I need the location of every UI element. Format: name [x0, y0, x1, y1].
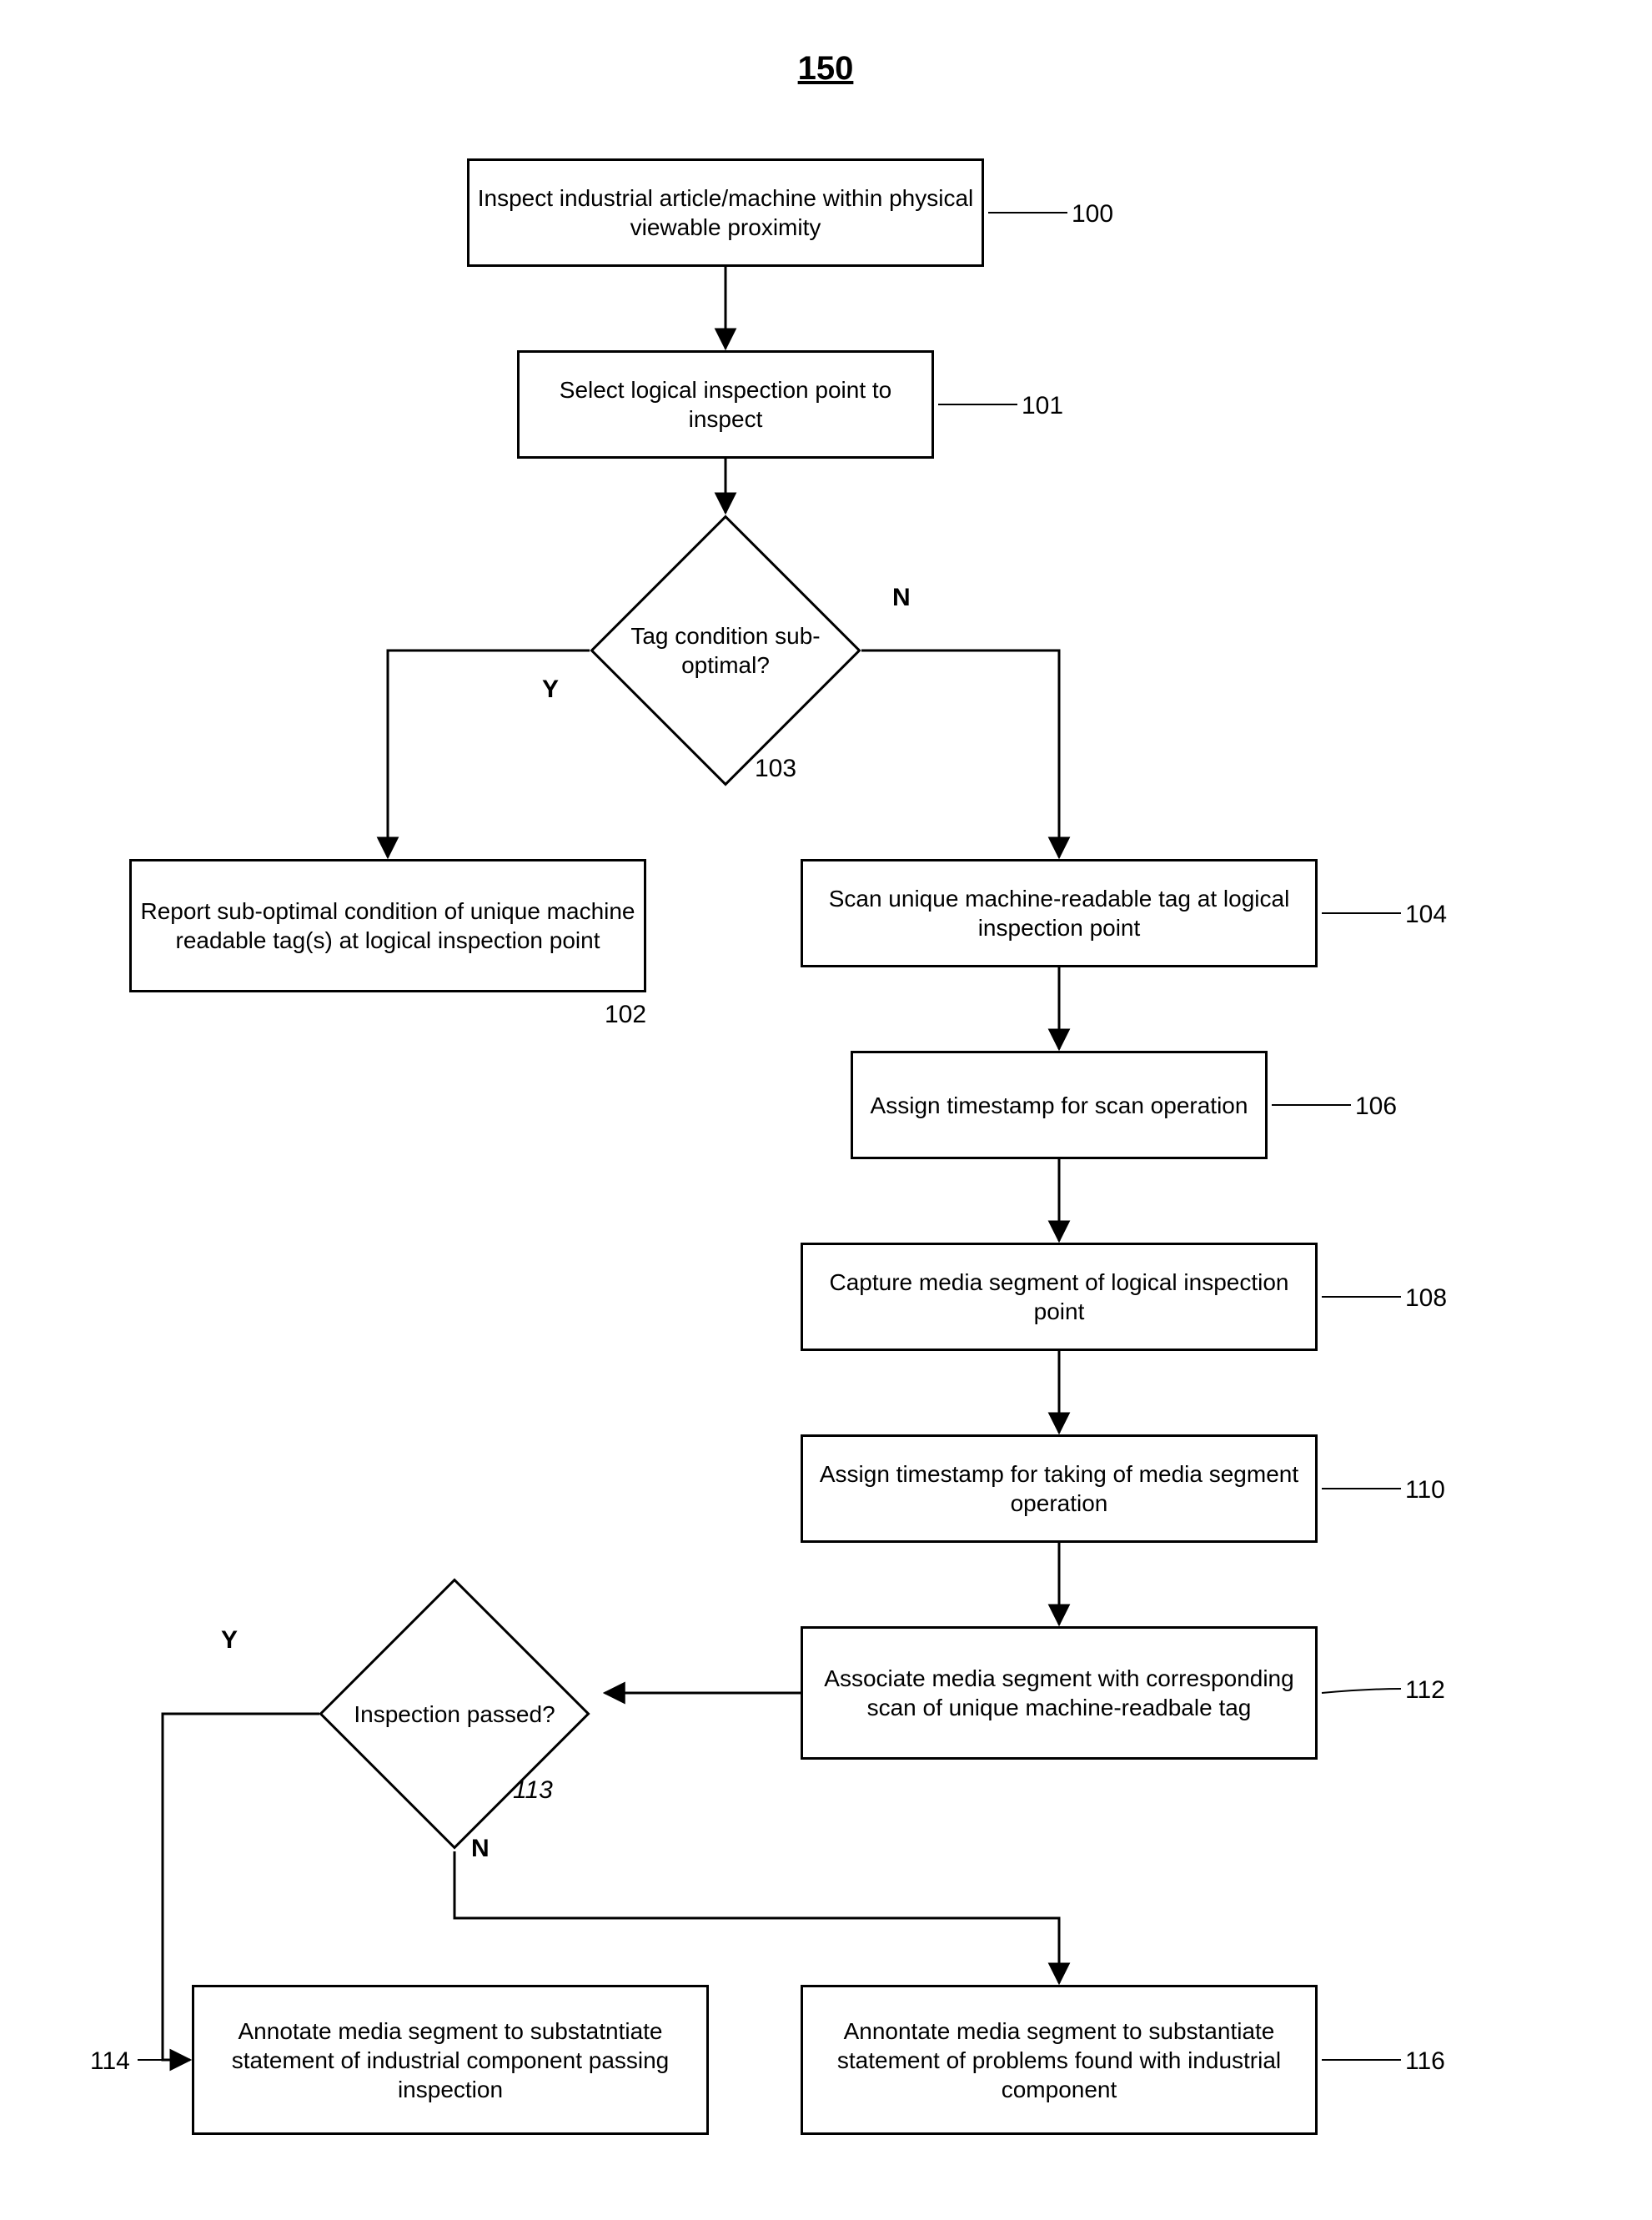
process-box-116: Annontate media segment to substantiate …: [801, 1985, 1318, 2135]
process-box-108: Capture media segment of logical inspect…: [801, 1243, 1318, 1351]
ref-113: 113: [513, 1776, 553, 1805]
ref-103: 103: [755, 755, 796, 783]
label-n-113: N: [471, 1835, 490, 1863]
process-box-100: Inspect industrial article/machine withi…: [467, 158, 984, 267]
ref-116: 116: [1405, 2047, 1445, 2076]
process-box-101: Select logical inspection point to inspe…: [517, 350, 934, 459]
flowchart-canvas: 150 Inspect industrial article/machine w…: [0, 0, 1652, 2220]
process-box-114: Annotate media segment to substatntiate …: [192, 1985, 709, 2135]
process-box-102: Report sub-optimal condition of unique m…: [129, 859, 646, 992]
process-box-106: Assign timestamp for scan operation: [851, 1051, 1268, 1159]
ref-102: 102: [605, 1001, 646, 1029]
label-y-113: Y: [221, 1626, 238, 1655]
process-box-112: Associate media segment with correspondi…: [801, 1626, 1318, 1760]
ref-106: 106: [1355, 1092, 1397, 1121]
ref-100: 100: [1072, 200, 1113, 229]
label-n-103: N: [892, 584, 911, 612]
process-box-110: Assign timestamp for taking of media seg…: [801, 1434, 1318, 1543]
ref-101: 101: [1022, 392, 1063, 420]
ref-108: 108: [1405, 1284, 1447, 1313]
decision-text-113: Inspection passed?: [321, 1697, 588, 1730]
figure-title: 150: [751, 50, 901, 88]
decision-text-103: Tag condition sub-optimal?: [592, 600, 859, 701]
connectors: [0, 0, 1652, 2220]
ref-114: 114: [90, 2047, 130, 2076]
label-y-103: Y: [542, 676, 559, 704]
ref-110: 110: [1405, 1476, 1445, 1504]
ref-104: 104: [1405, 901, 1447, 929]
ref-112: 112: [1405, 1676, 1445, 1705]
process-box-104: Scan unique machine-readable tag at logi…: [801, 859, 1318, 967]
